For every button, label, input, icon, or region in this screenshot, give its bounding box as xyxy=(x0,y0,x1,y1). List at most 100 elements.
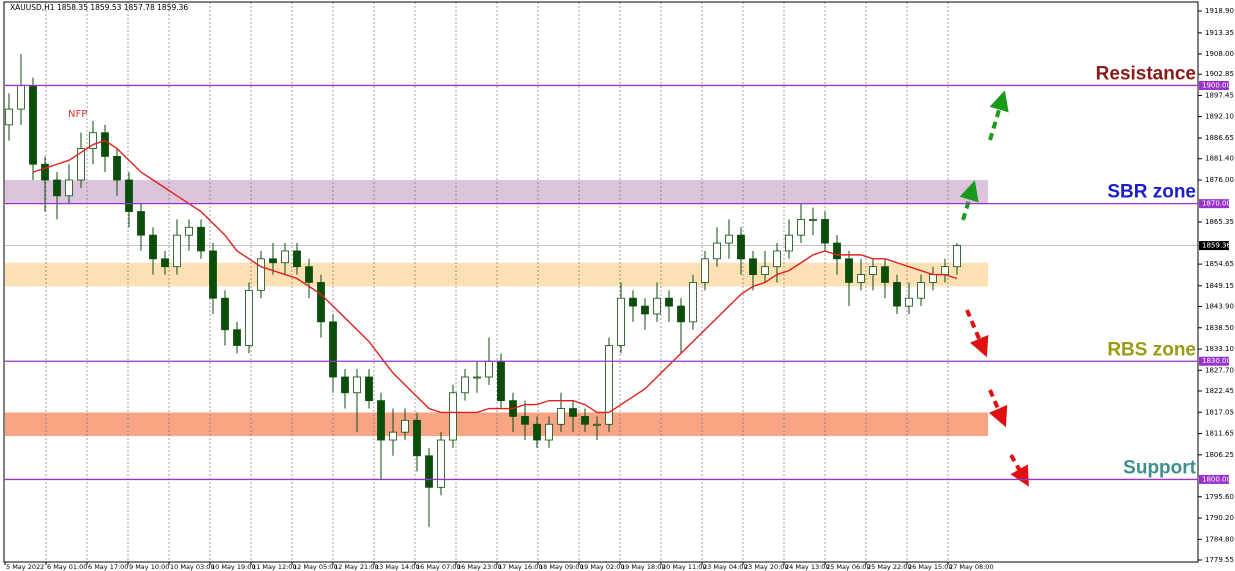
candle-body xyxy=(425,455,433,488)
candle-body xyxy=(137,211,145,236)
x-tick-label: 6 May 17:00 xyxy=(88,563,128,571)
level-label-box xyxy=(1199,199,1229,209)
level-price-label: 1830.00 xyxy=(1202,357,1231,365)
y-tick-label: 1784.80 xyxy=(1205,535,1234,543)
candle-body xyxy=(449,392,457,441)
candle-body xyxy=(653,297,661,315)
y-tick-label: 1918.90 xyxy=(1205,7,1234,15)
candle-body xyxy=(53,179,61,197)
candle-body xyxy=(749,258,757,275)
candle-body xyxy=(737,234,745,260)
arrow-down xyxy=(988,389,1008,428)
x-tick-label: 26 May 15:00 xyxy=(908,563,953,571)
candle-body xyxy=(677,305,685,323)
x-tick-label: 11 May 12:00 xyxy=(252,563,297,571)
y-tick-label: 1779.55 xyxy=(1205,556,1234,564)
level-price-label: 1870.00 xyxy=(1202,200,1231,208)
candle-body xyxy=(29,85,37,165)
x-tick-label: 13 May 14:00 xyxy=(375,563,420,571)
candle-body xyxy=(545,423,553,441)
candle-body xyxy=(629,297,637,307)
candle-body xyxy=(437,439,445,488)
y-tick-label: 1811.65 xyxy=(1205,430,1234,438)
level-label-box xyxy=(1199,356,1229,366)
candle-body xyxy=(389,431,397,441)
candle-body xyxy=(701,258,709,283)
x-tick-label: 16 May 07:00 xyxy=(416,563,461,571)
level-name: RBS zone xyxy=(1107,339,1196,360)
candle-body xyxy=(821,219,829,244)
candle-body xyxy=(797,219,805,236)
candle-body xyxy=(557,408,565,425)
candle-body xyxy=(641,305,649,315)
candle-body xyxy=(893,282,901,307)
candle-body xyxy=(593,423,601,426)
candle-body xyxy=(293,250,301,268)
candle-body xyxy=(197,226,205,252)
candle-body xyxy=(941,266,949,275)
candle-body xyxy=(569,408,577,417)
candle-body xyxy=(281,250,289,264)
plot-frame xyxy=(3,1,1199,563)
x-tick-label: 6 May 01:00 xyxy=(47,563,87,571)
y-tick-label: 1790.20 xyxy=(1205,514,1234,522)
candle-body xyxy=(77,148,85,181)
y-tick-label: 1892.10 xyxy=(1205,113,1234,121)
chart-header: XAUUSD,H1 1858.35 1859.53 1857.78 1859.3… xyxy=(10,3,188,12)
candle-body xyxy=(401,419,409,433)
candle-body xyxy=(113,155,121,181)
candle-body xyxy=(125,179,133,212)
level-name: Resistance xyxy=(1096,63,1196,84)
candle-body xyxy=(149,234,157,260)
candle-body xyxy=(365,376,373,402)
y-tick-label: 1817.05 xyxy=(1205,408,1234,416)
level-label-box xyxy=(1199,80,1229,90)
candle-body xyxy=(869,266,877,275)
zone xyxy=(5,262,988,287)
candle-body xyxy=(833,242,841,260)
y-tick-label: 1886.65 xyxy=(1205,134,1234,142)
candle-body xyxy=(233,329,241,346)
y-tick-label: 1913.35 xyxy=(1205,29,1234,37)
x-tick-label: 27 May 08:00 xyxy=(949,563,994,571)
y-tick-label: 1838.50 xyxy=(1205,324,1234,332)
x-tick-label: 25 May 22:00 xyxy=(867,563,912,571)
arrow-up xyxy=(959,180,979,221)
candle-body xyxy=(521,415,529,425)
y-tick-label: 1833.10 xyxy=(1205,345,1234,353)
x-tick-label: 23 May 04:00 xyxy=(703,563,748,571)
annotation: NFP xyxy=(68,109,87,120)
x-tick-label: 20 May 11:00 xyxy=(662,563,707,571)
candle-body xyxy=(173,234,181,268)
moving-average xyxy=(32,139,958,414)
candle-body xyxy=(473,376,481,379)
zone xyxy=(5,180,988,204)
arrows xyxy=(959,90,1029,487)
x-tick-label: 12 May 05:00 xyxy=(293,563,338,571)
y-tick-label: 1795.60 xyxy=(1205,493,1234,501)
zone xyxy=(5,412,988,437)
y-tick-label: 1822.45 xyxy=(1205,387,1234,395)
candle-body xyxy=(713,242,721,260)
candle-body xyxy=(485,360,493,378)
candle-body xyxy=(377,400,385,441)
candle-body xyxy=(17,85,25,110)
candle-body xyxy=(773,250,781,268)
candle-body xyxy=(605,345,613,425)
candle-body xyxy=(317,282,325,323)
candle-body xyxy=(857,274,865,283)
y-tick-label: 1908.00 xyxy=(1205,50,1234,58)
candle-body xyxy=(761,266,769,275)
candle-body xyxy=(929,274,937,283)
candle-body xyxy=(101,132,109,157)
candle-body xyxy=(413,419,421,457)
candle-body xyxy=(353,376,361,394)
level-name: Support xyxy=(1123,457,1196,478)
candle-body xyxy=(689,282,697,323)
arrow-down xyxy=(965,309,989,358)
candle-body xyxy=(497,360,505,402)
x-tick-label: 19 May 18:00 xyxy=(621,563,666,571)
candle-body xyxy=(41,163,49,181)
x-tick-label: 17 May 16:00 xyxy=(498,563,543,571)
candle-body xyxy=(209,250,217,299)
